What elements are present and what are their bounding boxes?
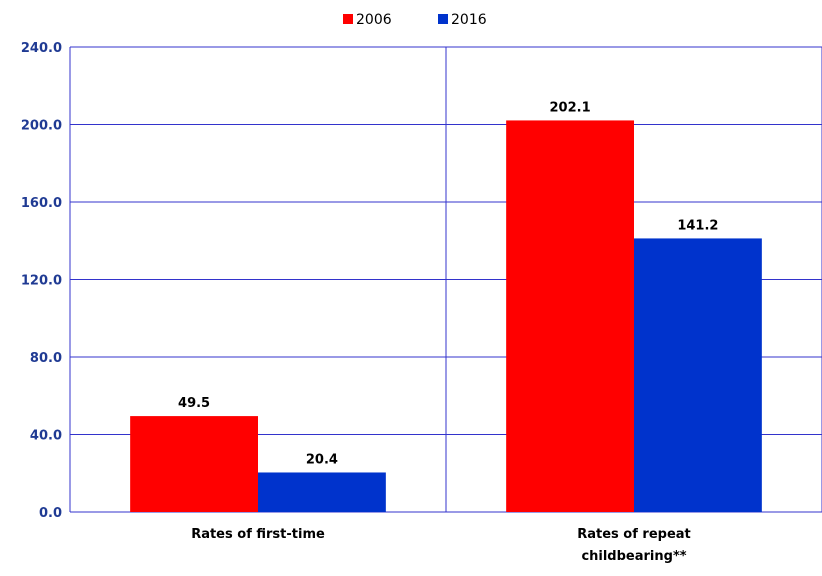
x-category-label: Rates of first-time <box>191 527 325 542</box>
x-category-label: Rates of repeat <box>577 527 691 542</box>
legend-swatch-2006 <box>343 14 353 24</box>
x-category-label: childbearing** <box>581 549 686 564</box>
legend-entry: 2016 <box>451 12 487 28</box>
legend-entry: 2006 <box>356 12 392 28</box>
bar-2006-1 <box>506 120 634 513</box>
data-label: 141.2 <box>677 218 718 233</box>
y-tick-label: 160.0 <box>21 196 62 211</box>
labels-layer: 0.0 40.0 80.0 120.0 160.0 200.0 240.0 49.5 20.4 R… <box>21 41 719 564</box>
y-tick-label: 120.0 <box>21 274 62 289</box>
legend-swatch-2016 <box>438 14 448 24</box>
y-tick-label: 40.0 <box>30 429 62 444</box>
data-label: 49.5 <box>178 396 210 411</box>
bar-2016-0 <box>258 472 386 512</box>
y-tick-label: 80.0 <box>30 351 62 366</box>
bar-2006-0 <box>130 416 258 512</box>
bar-2016-1 <box>634 238 762 513</box>
legend: 2006 2016 <box>343 12 487 28</box>
bars-layer <box>130 120 762 513</box>
y-tick-label: 240.0 <box>21 41 62 56</box>
data-label: 20.4 <box>306 452 338 467</box>
data-label: 202.1 <box>550 100 591 115</box>
y-tick-label: 0.0 <box>39 506 62 521</box>
y-tick-label: 200.0 <box>21 119 62 134</box>
